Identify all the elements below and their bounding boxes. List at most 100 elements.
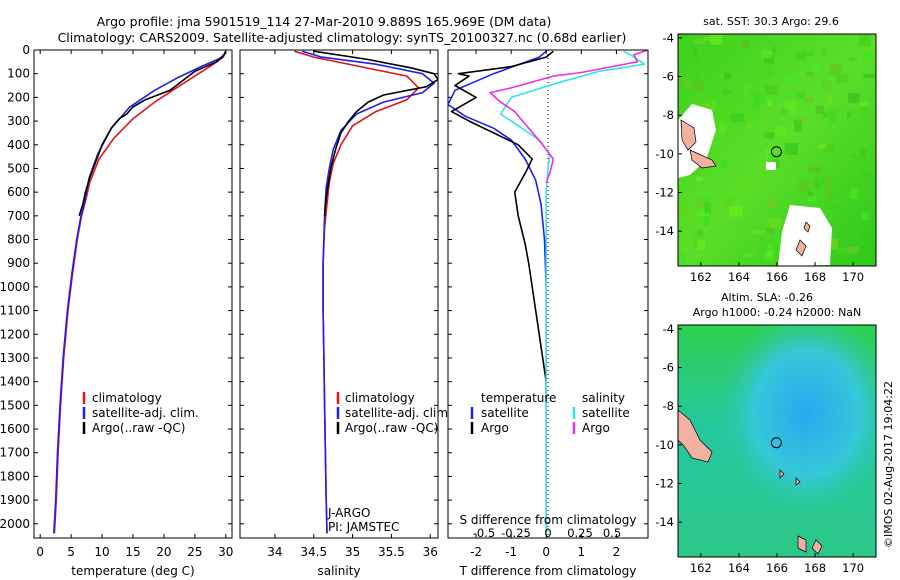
sst-texture-patch <box>696 208 709 216</box>
sst-texture-patch <box>796 53 806 61</box>
sst-texture-patch <box>793 120 802 132</box>
sst-texture-patch <box>808 167 823 173</box>
sst-texture-patch <box>861 212 869 220</box>
sst-texture-patch <box>765 241 770 251</box>
temperature-xtick-label: 5 <box>67 545 75 559</box>
temperature-ytick-label: 0 <box>22 43 30 57</box>
sst-texture-patch <box>820 209 834 220</box>
sst-cloud-mask-south <box>778 205 832 266</box>
sst-map-ytick-label: -6 <box>663 70 674 84</box>
temperature-ytick-label: 800 <box>7 233 30 247</box>
sst-map-title: sat. SST: 30.3 Argo: 29.6 <box>703 15 839 28</box>
sst-texture-patch <box>802 51 814 57</box>
sst-texture-patch <box>700 235 714 245</box>
sst-texture-patch <box>784 100 798 111</box>
salinity-axes-frame <box>239 49 439 539</box>
sla-land-islands-south <box>779 469 823 555</box>
salinity-series-line <box>313 50 438 216</box>
temperature-series-line <box>53 50 227 534</box>
difference-legend-s-argo: Argo <box>582 421 610 435</box>
sst-texture-patch <box>681 74 686 80</box>
difference-s-tick-label: -0.25 <box>501 526 531 540</box>
sst-texture-patch <box>768 217 782 229</box>
sst-land-islands-south <box>795 221 811 257</box>
sla-map-ytick-label: -4 <box>663 322 674 336</box>
sst-texture-patch <box>829 110 837 122</box>
sst-texture-patch <box>767 132 775 139</box>
sst-texture-patch <box>799 180 811 192</box>
sst-texture-patch <box>850 153 856 158</box>
salinity-legend-sat: satellite-adj. clim. <box>345 406 452 420</box>
sst-map-ytick-label: -14 <box>655 224 674 238</box>
sst-texture-patch <box>850 188 858 200</box>
difference-xtick-label: -1 <box>505 545 517 559</box>
difference-series-line <box>499 50 646 534</box>
temperature-legend-argo: Argo(..raw -QC) <box>92 421 185 435</box>
difference-xtick-label: 2 <box>613 545 621 559</box>
sst-map-xtick-label: 162 <box>690 270 712 284</box>
sst-texture-patch <box>809 63 822 72</box>
temperature-series-line <box>78 50 227 217</box>
sst-texture-patch <box>765 69 773 78</box>
sst-texture-patch <box>710 212 718 222</box>
sla-map-xtick-label: 170 <box>842 561 864 575</box>
temperature-xtick-label: 25 <box>187 545 202 559</box>
sst-texture-patch <box>694 81 705 93</box>
sla-map-xtick-label: 162 <box>690 561 712 575</box>
sst-texture-patch <box>775 236 784 245</box>
difference-s-tick-label: 0 <box>544 526 551 540</box>
sst-texture-patch <box>729 205 743 217</box>
sst-texture-patch <box>697 240 706 251</box>
sla-map: Altim. SLA: -0.26 Argo h1000: -0.24 h200… <box>655 291 877 575</box>
sst-texture-patch <box>788 110 796 116</box>
sla-map-ytick-label: -10 <box>655 438 674 452</box>
temperature-ytick-label: 1500 <box>0 398 30 412</box>
sst-texture-patch <box>846 246 859 254</box>
sst-map-xtick-label: 170 <box>842 270 864 284</box>
temperature-ytick-label: 1600 <box>0 422 30 436</box>
sst-map-xtick-label: 168 <box>804 270 826 284</box>
difference-panel: -2 -1 0 1 2 -0.5 -0.25 0 0.25 0.5 S difference fr… <box>447 49 649 578</box>
difference-s-tick-label: 0.5 <box>603 526 621 540</box>
sst-texture-patch <box>743 85 750 95</box>
difference-xtick-label: 1 <box>578 545 586 559</box>
temperature-legend: climatology satellite-adj. clim. Argo(..… <box>82 391 199 435</box>
sst-land-vanuatu-west <box>680 119 717 169</box>
sst-texture-patch <box>703 36 714 41</box>
sst-texture-patch <box>821 48 826 57</box>
sst-texture-patch <box>848 93 860 103</box>
sst-texture-patch <box>692 230 700 242</box>
temperature-xtick-label: 20 <box>156 545 171 559</box>
sst-texture-patch <box>828 192 834 203</box>
sst-map-ytick-label: -12 <box>655 186 674 200</box>
sst-map-ytick-label: -4 <box>663 31 674 45</box>
sla-map-ytick-label: -8 <box>663 399 674 413</box>
sst-texture-patch <box>733 172 740 178</box>
sst-texture-patch <box>797 117 808 123</box>
temperature-ytick-label: 1800 <box>0 469 30 483</box>
salinity-series <box>294 50 438 534</box>
sst-texture-patch <box>807 192 813 199</box>
sla-map-title-1: Altim. SLA: -0.26 <box>721 291 813 304</box>
sst-texture-patch <box>835 74 849 83</box>
difference-series-line <box>489 50 648 183</box>
sst-texture-patch <box>721 100 728 105</box>
temperature-legend-sat: satellite-adj. clim. <box>92 406 199 420</box>
sst-texture-patch <box>745 124 752 130</box>
sst-texture-patch <box>693 49 698 59</box>
header-line-1: Argo profile: jma 5901519_114 27-Mar-201… <box>97 14 552 29</box>
sst-map-ytick-label: -10 <box>655 147 674 161</box>
sst-texture-patch <box>723 195 736 201</box>
sst-texture-patch <box>785 75 797 84</box>
sst-texture-patch <box>761 118 771 126</box>
sst-texture-patch <box>831 205 846 210</box>
difference-series <box>448 50 648 534</box>
temperature-ytick-label: 1000 <box>0 280 30 294</box>
sst-texture-patch <box>827 238 838 250</box>
sst-map-ticks: 162 164 166 168 170 -4 -6 -8 -10 -12 -14 <box>655 31 864 284</box>
sst-texture-patch <box>696 176 703 182</box>
sst-texture-patch <box>781 108 790 115</box>
sst-texture-patch <box>679 203 687 215</box>
salinity-legend: climatology satellite-adj. clim. Argo(..… <box>336 391 452 435</box>
sst-texture-patch <box>745 181 759 192</box>
